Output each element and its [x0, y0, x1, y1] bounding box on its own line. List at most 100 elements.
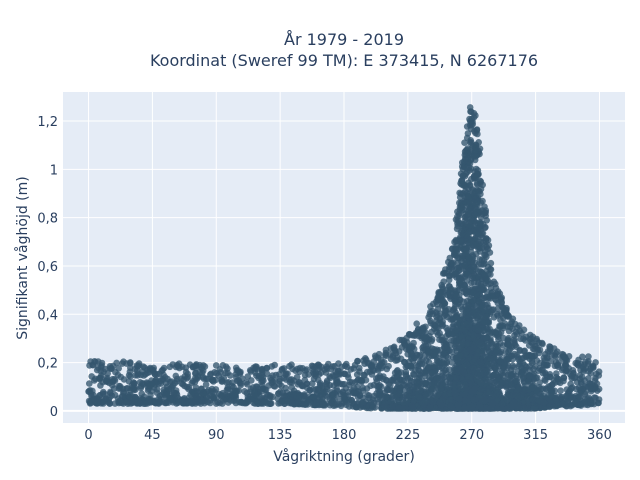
data-point — [502, 311, 510, 319]
data-point — [313, 399, 321, 406]
data-point — [581, 377, 588, 384]
data-point — [532, 405, 539, 412]
data-point — [469, 186, 477, 193]
data-point — [109, 362, 117, 370]
data-point — [595, 399, 602, 407]
data-point — [369, 403, 377, 411]
data-point — [427, 390, 434, 397]
data-point — [268, 400, 275, 407]
data-point — [451, 304, 458, 312]
data-point — [303, 366, 311, 373]
data-point — [591, 394, 598, 401]
data-point — [453, 247, 460, 254]
data-point — [212, 400, 220, 407]
data-point — [395, 370, 403, 377]
data-point — [498, 295, 505, 303]
data-point — [224, 365, 231, 372]
data-point — [460, 321, 468, 329]
data-point — [485, 385, 493, 393]
data-point — [106, 400, 114, 407]
y-tick-label: 0,4 — [37, 308, 58, 323]
data-point — [183, 383, 191, 391]
data-point — [438, 336, 446, 344]
data-point — [453, 374, 460, 382]
data-point — [462, 307, 470, 315]
data-point — [452, 298, 459, 305]
data-point — [460, 298, 468, 306]
data-point — [385, 362, 392, 370]
data-point — [464, 339, 472, 347]
data-point — [406, 387, 413, 394]
data-point — [261, 396, 268, 404]
data-point — [592, 359, 599, 366]
data-point — [111, 391, 119, 399]
data-point — [488, 360, 495, 368]
data-point — [424, 348, 432, 355]
data-point — [507, 370, 515, 378]
data-point — [94, 358, 102, 365]
data-point — [489, 292, 496, 300]
data-point — [487, 355, 494, 362]
data-point — [509, 356, 516, 363]
data-point — [497, 316, 504, 324]
data-point — [471, 235, 479, 242]
data-point — [339, 381, 346, 388]
data-point — [465, 323, 473, 331]
data-point — [477, 386, 485, 393]
data-point — [193, 361, 200, 368]
data-point — [215, 372, 222, 379]
data-point — [210, 378, 217, 385]
data-point — [253, 392, 260, 400]
data-point — [456, 381, 464, 389]
data-point — [499, 322, 507, 330]
data-point — [587, 369, 595, 377]
y-tick-label: 0,6 — [37, 260, 58, 275]
data-point — [476, 338, 484, 346]
y-axis-title: Signifikant våghöjd (m) — [14, 176, 31, 339]
data-point — [576, 389, 583, 397]
data-point — [503, 356, 510, 364]
data-point — [114, 371, 122, 379]
data-point — [328, 389, 336, 396]
data-point — [350, 365, 358, 372]
data-point — [487, 259, 495, 267]
data-point — [508, 381, 515, 389]
data-point — [518, 329, 525, 337]
data-point — [462, 188, 469, 195]
data-point — [422, 342, 430, 349]
data-point — [532, 374, 540, 382]
data-point — [244, 373, 252, 380]
data-point — [451, 270, 459, 278]
data-point — [258, 367, 266, 374]
data-point — [332, 400, 340, 408]
data-point — [509, 391, 517, 399]
data-point — [387, 398, 395, 406]
data-point — [470, 263, 478, 271]
data-point — [312, 370, 320, 378]
x-tick-label: 270 — [459, 428, 484, 443]
data-point — [300, 395, 308, 403]
data-point — [468, 388, 476, 395]
data-point — [392, 347, 399, 355]
data-point — [130, 379, 137, 386]
data-point — [458, 255, 466, 262]
data-point — [512, 341, 519, 349]
data-point — [219, 389, 227, 397]
data-point — [441, 367, 448, 374]
data-point — [461, 396, 469, 404]
data-point — [472, 250, 480, 258]
data-point — [428, 336, 436, 343]
data-point — [463, 199, 471, 206]
y-tick-labels: 0 0,2 0,4 0,6 0,8 1 1,2 — [37, 115, 58, 420]
data-point — [481, 260, 489, 267]
data-point — [209, 388, 216, 395]
data-point — [587, 385, 595, 393]
data-point — [512, 328, 520, 336]
data-point — [269, 372, 276, 379]
data-point — [531, 343, 539, 350]
data-point — [356, 364, 363, 372]
data-point — [445, 276, 453, 284]
data-point — [529, 352, 536, 360]
data-point — [585, 358, 592, 365]
